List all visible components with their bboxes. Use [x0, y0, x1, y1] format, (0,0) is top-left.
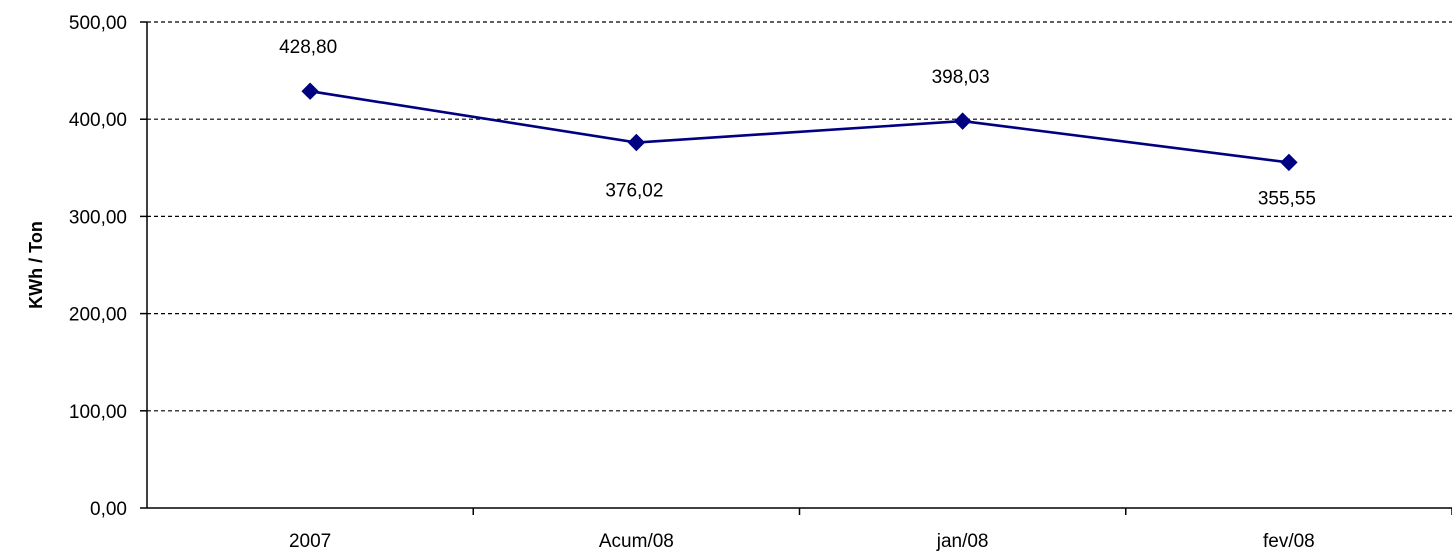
- data-label: 376,02: [605, 181, 663, 202]
- y-tick-label: 100,00: [69, 402, 127, 423]
- data-labels: 428,80 376,02 398,03 355,55: [279, 37, 1316, 209]
- x-tick-label: jan/08: [936, 531, 989, 552]
- y-tick-label: 400,00: [69, 110, 127, 131]
- data-point-marker: [627, 133, 646, 152]
- y-tick-label: 500,00: [69, 13, 127, 34]
- data-point-marker: [953, 112, 972, 130]
- data-label: 428,80: [279, 37, 337, 58]
- gridlines: [147, 21, 1452, 412]
- series-kwh-ton: [301, 82, 1298, 172]
- x-tick-label: fev/08: [1263, 531, 1315, 552]
- data-label: 355,55: [1258, 188, 1316, 209]
- x-tick-label: Acum/08: [599, 531, 674, 552]
- y-tick-label: 0,00: [90, 499, 127, 520]
- data-point-marker: [1280, 153, 1298, 172]
- y-tick-label: 300,00: [69, 207, 127, 228]
- x-axis-ticks: 2007 Acum/08 jan/08 fev/08: [289, 508, 1452, 552]
- axes: [146, 22, 1452, 509]
- data-label: 398,03: [932, 67, 990, 88]
- y-axis-ticks: 0,00 100,00 200,00 300,00 400,00 500,00: [69, 13, 147, 520]
- y-axis-title: KWh / Ton: [26, 221, 46, 309]
- data-point-marker: [301, 82, 319, 100]
- series-line: [309, 89, 1290, 164]
- y-tick-label: 200,00: [69, 305, 127, 326]
- x-tick-label: 2007: [289, 531, 331, 552]
